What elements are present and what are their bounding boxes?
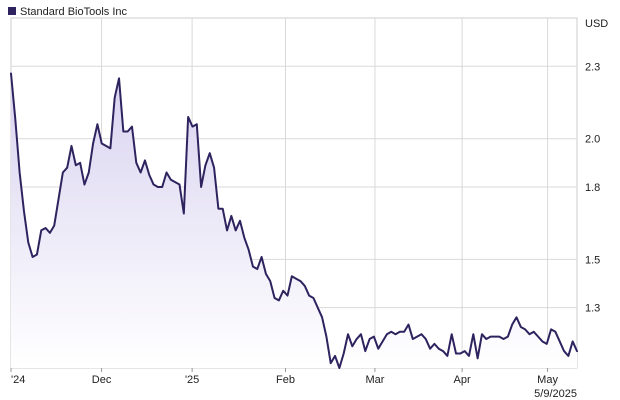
legend: Standard BioTools Inc bbox=[8, 6, 128, 18]
y-tick-label: 1.8 bbox=[585, 182, 600, 194]
area-layer bbox=[10, 72, 578, 369]
x-tick-label: Mar bbox=[365, 374, 384, 386]
x-tick-label: May bbox=[537, 374, 558, 386]
y-tick-label: 2.3 bbox=[585, 61, 600, 73]
y-tick-label: 1.3 bbox=[585, 303, 600, 315]
y-axis-unit: USD bbox=[585, 18, 608, 30]
y-tick-label: 1.5 bbox=[585, 254, 600, 266]
y-axis: 2.3 2.0 1.8 1.5 1.3 bbox=[585, 61, 600, 314]
price-line bbox=[10, 72, 578, 369]
last-date-label: 5/9/2025 bbox=[534, 388, 577, 400]
x-tick-label: '24 bbox=[11, 374, 25, 386]
legend-label: Standard BioTools Inc bbox=[20, 6, 128, 18]
x-axis: '24 Dec '25 Feb Mar Apr May bbox=[10, 368, 558, 386]
x-tick-label: Feb bbox=[276, 374, 295, 386]
x-tick-label: Apr bbox=[454, 374, 471, 386]
y-tick-label: 2.0 bbox=[585, 134, 600, 146]
legend-swatch bbox=[8, 7, 16, 15]
price-area-fill bbox=[11, 73, 577, 369]
x-tick-label: Dec bbox=[92, 374, 112, 386]
x-tick-label: '25 bbox=[185, 374, 199, 386]
